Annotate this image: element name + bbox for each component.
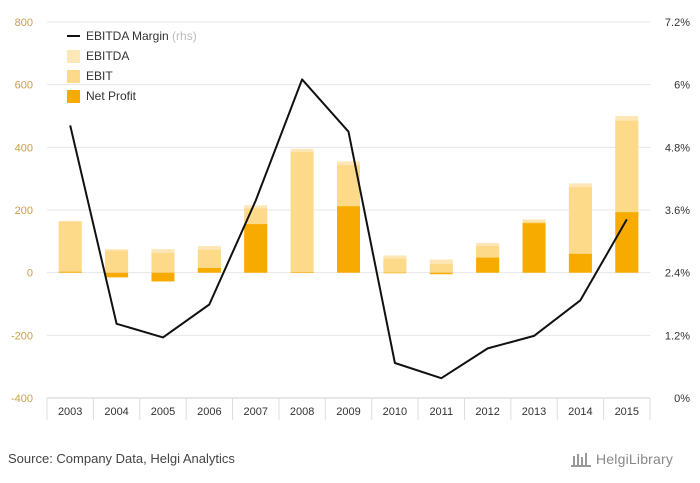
bar-ebit — [429, 263, 453, 273]
left-tick-label: 400 — [15, 142, 33, 154]
legend-label: EBITDA — [86, 49, 129, 63]
bar-net-profit — [568, 253, 592, 273]
bar-ebit — [290, 152, 314, 273]
left-tick-label: 200 — [15, 205, 33, 217]
x-tick-label: 2005 — [151, 406, 175, 418]
bar-ebit — [151, 252, 175, 273]
library-icon — [571, 453, 591, 467]
legend: EBITDA Margin (rhs) EBITDA EBIT Net Profit — [67, 29, 197, 103]
legend-label: Net Profit — [86, 89, 137, 103]
right-tick-label: 6% — [674, 80, 690, 92]
right-tick-label: 4.8% — [665, 142, 690, 154]
legend-swatch — [67, 50, 80, 63]
left-tick-label: -400 — [11, 393, 33, 405]
bar-ebit — [383, 258, 407, 273]
right-tick-label: 0% — [674, 393, 690, 405]
legend-swatch — [67, 90, 80, 103]
left-tick-label: -200 — [11, 330, 33, 342]
right-tick-label: 2.4% — [665, 268, 690, 280]
bar-net-profit — [197, 267, 221, 273]
bar-net-profit — [337, 206, 360, 273]
x-tick-label: 2006 — [197, 406, 221, 418]
x-tick-label: 2015 — [615, 406, 639, 418]
legend-swatch — [67, 70, 80, 83]
x-tick-label: 2004 — [104, 406, 128, 418]
line-ebitda-margin — [69, 78, 628, 380]
x-tick-label: 2011 — [429, 406, 453, 418]
x-tick-label: 2008 — [290, 406, 314, 418]
bar-net-profit — [429, 272, 453, 275]
right-tick-label: 1.2% — [665, 330, 690, 342]
x-tick-label: 2014 — [568, 406, 592, 418]
right-tick-label: 7.2% — [665, 17, 690, 29]
bar-net-profit — [151, 272, 175, 282]
x-tick-label: 2003 — [58, 406, 82, 418]
x-tick-label: 2007 — [243, 406, 267, 418]
x-tick-label: 2009 — [336, 406, 360, 418]
x-tick-label: 2013 — [522, 406, 546, 418]
bar-ebit — [197, 249, 221, 273]
left-tick-label: 0 — [27, 268, 33, 280]
x-tick-label: 2012 — [475, 406, 499, 418]
logo-text: HelgiLibrary — [596, 451, 674, 467]
legend-label: EBIT — [86, 69, 113, 83]
margin-line — [69, 78, 628, 380]
bar-net-profit — [476, 257, 500, 273]
bar-net-profit — [615, 212, 639, 273]
bar-ebit — [105, 250, 129, 273]
legend-label: EBITDA Margin (rhs) — [86, 29, 197, 43]
x-tick-label: 2010 — [383, 406, 407, 418]
right-tick-label: 3.6% — [665, 205, 690, 217]
bar-net-profit — [290, 272, 314, 273]
legend-note: (rhs) — [172, 29, 197, 43]
helgi-logo: HelgiLibrary — [570, 448, 673, 470]
bar-net-profit — [105, 272, 129, 278]
source-note: Source: Company Data, Helgi Analytics — [8, 451, 235, 466]
bar-net-profit — [244, 224, 268, 273]
bar-series — [58, 116, 639, 282]
bar-ebit — [58, 221, 82, 273]
axes: -400 0% -200 1.2% 0 2.4% 200 3.6% 400 4.8% 600 6% 80… — [11, 17, 690, 420]
left-tick-label: 600 — [15, 80, 33, 92]
left-tick-label: 800 — [15, 17, 33, 29]
bar-net-profit — [522, 223, 546, 273]
bar-net-profit — [383, 272, 407, 274]
bar-ebit — [568, 187, 592, 273]
bar-net-profit — [58, 271, 82, 273]
